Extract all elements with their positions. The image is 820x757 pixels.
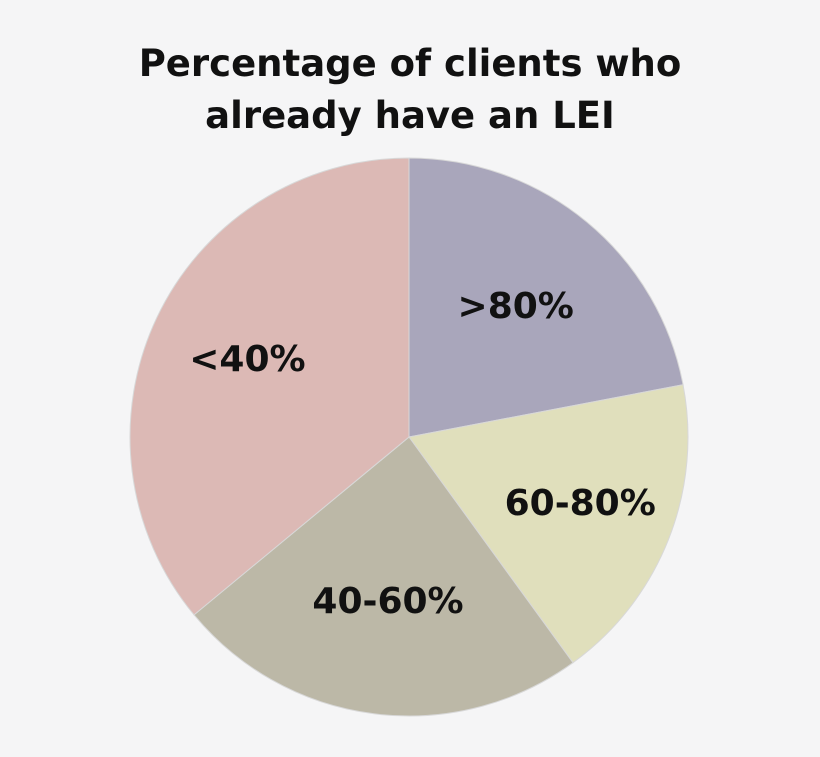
pie-label-under-40: <40% <box>189 339 305 380</box>
pie-label-60-80: 60-80% <box>505 483 656 524</box>
pie-labels: >80% 60-80% 40-60% <40% <box>189 286 656 622</box>
pie-slice-60-80 <box>408 384 689 664</box>
pie-slice-40-60 <box>193 436 574 717</box>
pie-slice-under-40 <box>129 157 410 616</box>
pie-slices <box>129 157 689 717</box>
chart-title-line-2: already have an LEI <box>205 94 615 137</box>
chart-title-line-1: Percentage of clients who <box>138 42 682 85</box>
chart-title: Percentage of clients who already have a… <box>0 38 820 142</box>
pie-slice-over-80 <box>408 157 684 438</box>
pie-label-40-60: 40-60% <box>312 581 463 622</box>
pie-label-over-80: >80% <box>458 286 574 327</box>
